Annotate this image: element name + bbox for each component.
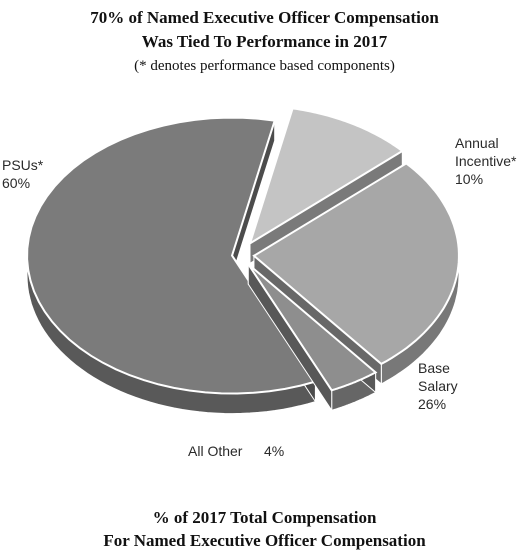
slice-label-annual-incentive-line1: Annual <box>455 135 499 151</box>
slice-label-annual-incentive-line2: Incentive* <box>455 153 517 169</box>
slice-value-all-other: 4% <box>264 443 284 459</box>
slice-label-base-salary-line2: Salary <box>418 378 458 394</box>
pie-slice-all-other <box>247 262 378 412</box>
slice-label-psus: PSUs* <box>2 157 44 173</box>
pie-slice-psus <box>26 116 317 415</box>
slice-label-all-other: All Other <box>188 443 243 459</box>
slice-value-annual-incentive: 10% <box>455 171 483 187</box>
chart-title-line2: Was Tied To Performance in 2017 <box>141 32 388 51</box>
pie-labels: PSUs* 60% Annual Incentive* 10% Base Sal… <box>2 135 517 459</box>
chart-footer-line2: For Named Executive Officer Compensation <box>103 531 426 550</box>
slice-value-psus: 60% <box>2 175 30 191</box>
slice-value-base-salary: 26% <box>418 396 446 412</box>
chart-title-line1: 70% of Named Executive Officer Compensat… <box>90 8 439 27</box>
chart-footer-line1: % of 2017 Total Compensation <box>152 508 377 527</box>
pie-slices <box>26 107 460 415</box>
slice-label-base-salary-line1: Base <box>418 360 450 376</box>
chart-subtitle: (* denotes performance based components) <box>134 58 395 74</box>
